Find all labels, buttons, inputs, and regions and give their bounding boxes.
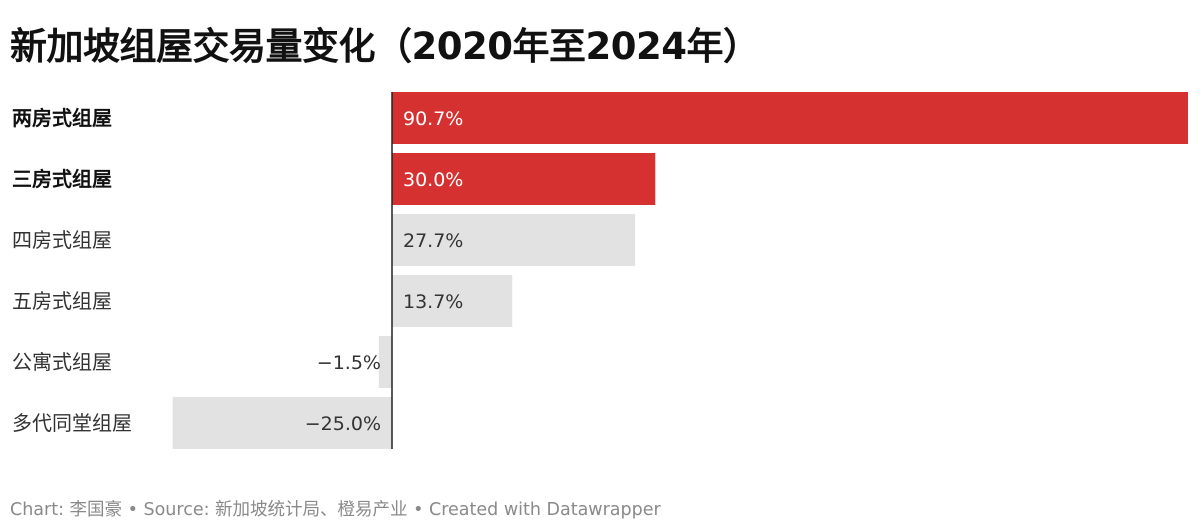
bar xyxy=(378,336,392,388)
chart-footer: Chart: 李国豪 • Source: 新加坡统计局、橙易产业 • Creat… xyxy=(10,500,661,520)
bar xyxy=(172,397,392,449)
category-label: 多代同堂组屋 xyxy=(12,411,132,435)
value-label: −1.5% xyxy=(317,352,381,374)
bar xyxy=(392,275,513,327)
category-label: 四房式组屋 xyxy=(12,228,112,252)
bar xyxy=(392,214,636,266)
value-label: 27.7% xyxy=(403,230,463,252)
chart-title: 新加坡组屋交易量变化（2020年至2024年） xyxy=(10,25,760,68)
category-label: 公寓式组屋 xyxy=(12,350,112,374)
bar xyxy=(392,92,1188,144)
category-label: 两房式组屋 xyxy=(12,106,112,130)
value-label: −25.0% xyxy=(305,413,381,435)
bar xyxy=(392,153,656,205)
category-label: 五房式组屋 xyxy=(12,289,112,313)
value-label: 30.0% xyxy=(403,169,463,191)
value-label: 13.7% xyxy=(403,291,463,313)
value-label: 90.7% xyxy=(403,108,463,130)
category-label: 三房式组屋 xyxy=(12,167,112,191)
